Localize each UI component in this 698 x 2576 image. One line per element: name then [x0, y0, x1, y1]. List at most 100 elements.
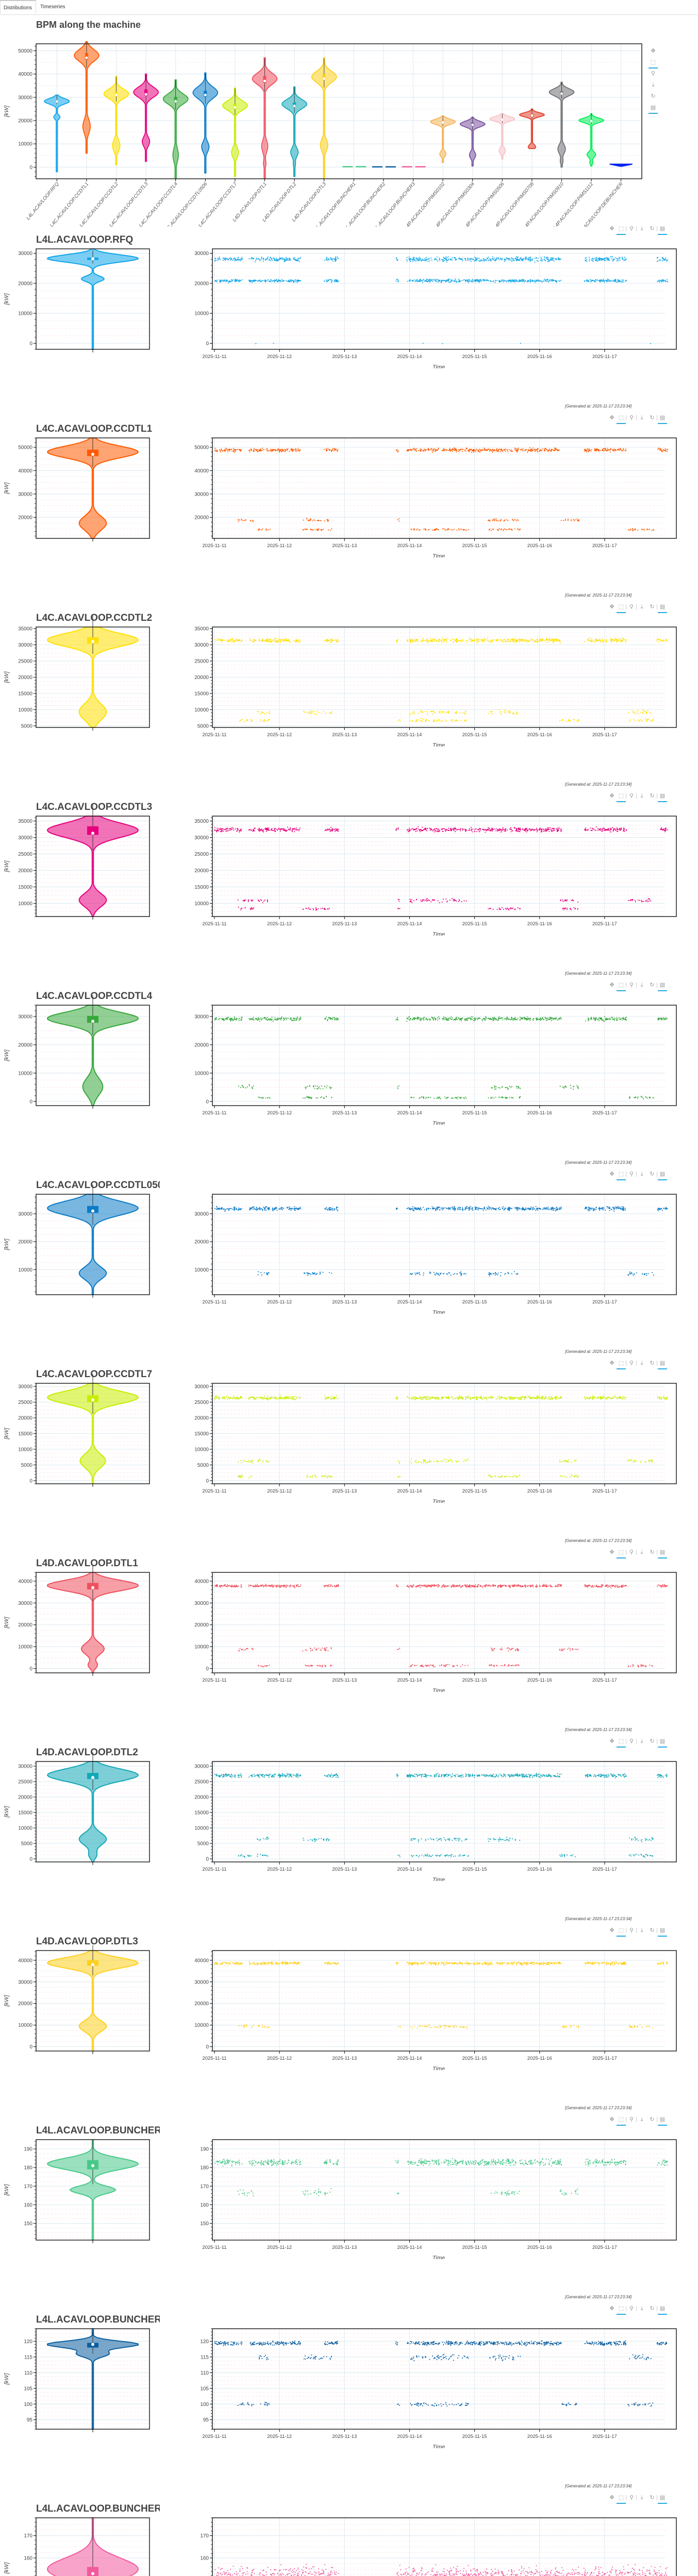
- data-point: [466, 719, 468, 721]
- panel-title: L4L.ACAVLOOP.RFQ: [36, 234, 160, 246]
- tab-timeseries[interactable]: Timeseries: [37, 0, 69, 14]
- data-point: [613, 449, 614, 451]
- reset-icon[interactable]: ↻: [649, 792, 656, 800]
- data-point: [509, 712, 510, 714]
- box-zoom-icon[interactable]: ⬚: [617, 414, 626, 424]
- data-point: [549, 638, 551, 639]
- pan-icon[interactable]: ✥: [608, 792, 616, 800]
- data-point: [437, 260, 438, 262]
- data-point: [263, 449, 264, 450]
- data-point: [411, 902, 412, 903]
- data-point: [317, 710, 318, 711]
- data-point: [541, 280, 542, 282]
- data-point: [397, 281, 399, 282]
- data-point: [464, 259, 466, 260]
- reset-icon[interactable]: ↻: [650, 93, 657, 100]
- data-point: [591, 260, 593, 261]
- data-point: [258, 827, 260, 829]
- hover-icon[interactable]: ▤: [658, 225, 667, 235]
- tab-distributions[interactable]: Distributions: [0, 0, 36, 14]
- data-point: [479, 280, 480, 281]
- y-tick-label: 30000: [18, 835, 32, 841]
- data-point: [273, 638, 274, 640]
- x-axis-label: Time: [433, 931, 445, 936]
- data-point: [282, 640, 284, 642]
- data-point: [259, 280, 261, 281]
- box-zoom-icon[interactable]: ⬚: [649, 59, 658, 69]
- data-point: [494, 282, 496, 283]
- data-point: [454, 278, 456, 280]
- data-point: [524, 450, 526, 451]
- data-point: [589, 449, 590, 451]
- wheel-zoom-icon[interactable]: ⚲: [628, 414, 635, 421]
- reset-icon[interactable]: ↻: [649, 603, 656, 611]
- pan-icon[interactable]: ✥: [650, 47, 657, 55]
- data-point: [416, 719, 417, 721]
- data-point: [475, 280, 477, 281]
- save-icon[interactable]: ⤓: [638, 414, 645, 421]
- box-zoom-icon[interactable]: ⬚: [617, 603, 626, 613]
- box-zoom-icon[interactable]: ⬚: [617, 225, 626, 235]
- data-point: [282, 450, 284, 451]
- box-zoom-icon[interactable]: ⬚: [617, 792, 626, 802]
- data-point: [460, 640, 461, 641]
- data-point: [609, 451, 611, 453]
- plot-frame: [212, 626, 677, 728]
- data-point: [330, 829, 332, 830]
- save-icon[interactable]: ⤓: [638, 792, 645, 800]
- data-point: [431, 279, 432, 280]
- data-point: [327, 281, 328, 282]
- wheel-zoom-icon[interactable]: ⚲: [650, 70, 657, 77]
- data-point: [462, 640, 464, 641]
- violin-l4c-acavloop-ccdtl2: [103, 76, 129, 165]
- save-icon[interactable]: ⤓: [650, 81, 657, 89]
- data-point: [507, 641, 508, 642]
- panel-timeseries-chart[interactable]: 1000015000200002500030000350002025-11-11…: [191, 802, 686, 936]
- violin-median: [501, 118, 504, 121]
- reset-icon[interactable]: ↻: [649, 414, 656, 421]
- data-point: [288, 258, 290, 259]
- data-point: [309, 711, 310, 713]
- data-point: [267, 901, 268, 902]
- pan-icon[interactable]: ✥: [608, 414, 616, 421]
- data-point: [501, 279, 502, 281]
- data-point: [422, 640, 423, 641]
- data-point: [455, 450, 457, 451]
- overview-violin-chart[interactable]: 01000020000300004000050000L4L.ACAVLOOP.R…: [0, 41, 698, 227]
- wheel-zoom-icon[interactable]: ⚲: [628, 225, 635, 232]
- wheel-zoom-icon[interactable]: ⚲: [628, 603, 635, 611]
- data-point: [257, 828, 259, 830]
- data-point: [455, 640, 456, 641]
- data-point: [439, 259, 440, 261]
- violin-l4p-acavloop-pims0910: [549, 81, 575, 168]
- hover-icon[interactable]: ▤: [658, 792, 667, 802]
- pan-icon[interactable]: ✥: [608, 603, 616, 611]
- hover-icon[interactable]: ▤: [658, 414, 667, 424]
- hover-icon[interactable]: ▤: [658, 603, 667, 613]
- data-point: [441, 259, 443, 260]
- save-icon[interactable]: ⤓: [638, 225, 645, 232]
- data-point: [645, 711, 647, 713]
- data-point: [214, 829, 215, 831]
- data-point: [286, 831, 287, 832]
- x-tick-label: 2025-11-11: [202, 543, 226, 549]
- data-point: [276, 640, 277, 642]
- wheel-zoom-icon[interactable]: ⚲: [628, 792, 635, 800]
- data-point: [614, 280, 616, 281]
- pan-icon[interactable]: ✥: [608, 225, 616, 232]
- reset-icon[interactable]: ↻: [649, 225, 656, 232]
- hover-icon[interactable]: ▤: [649, 104, 658, 114]
- data-point: [517, 828, 519, 829]
- data-point: [531, 259, 533, 261]
- data-point: [470, 449, 472, 451]
- save-icon[interactable]: ⤓: [638, 603, 645, 611]
- data-point: [530, 829, 531, 831]
- panel-timeseries-chart[interactable]: 50001000015000200002500030000350002025-1…: [191, 613, 686, 747]
- data-point: [430, 280, 432, 281]
